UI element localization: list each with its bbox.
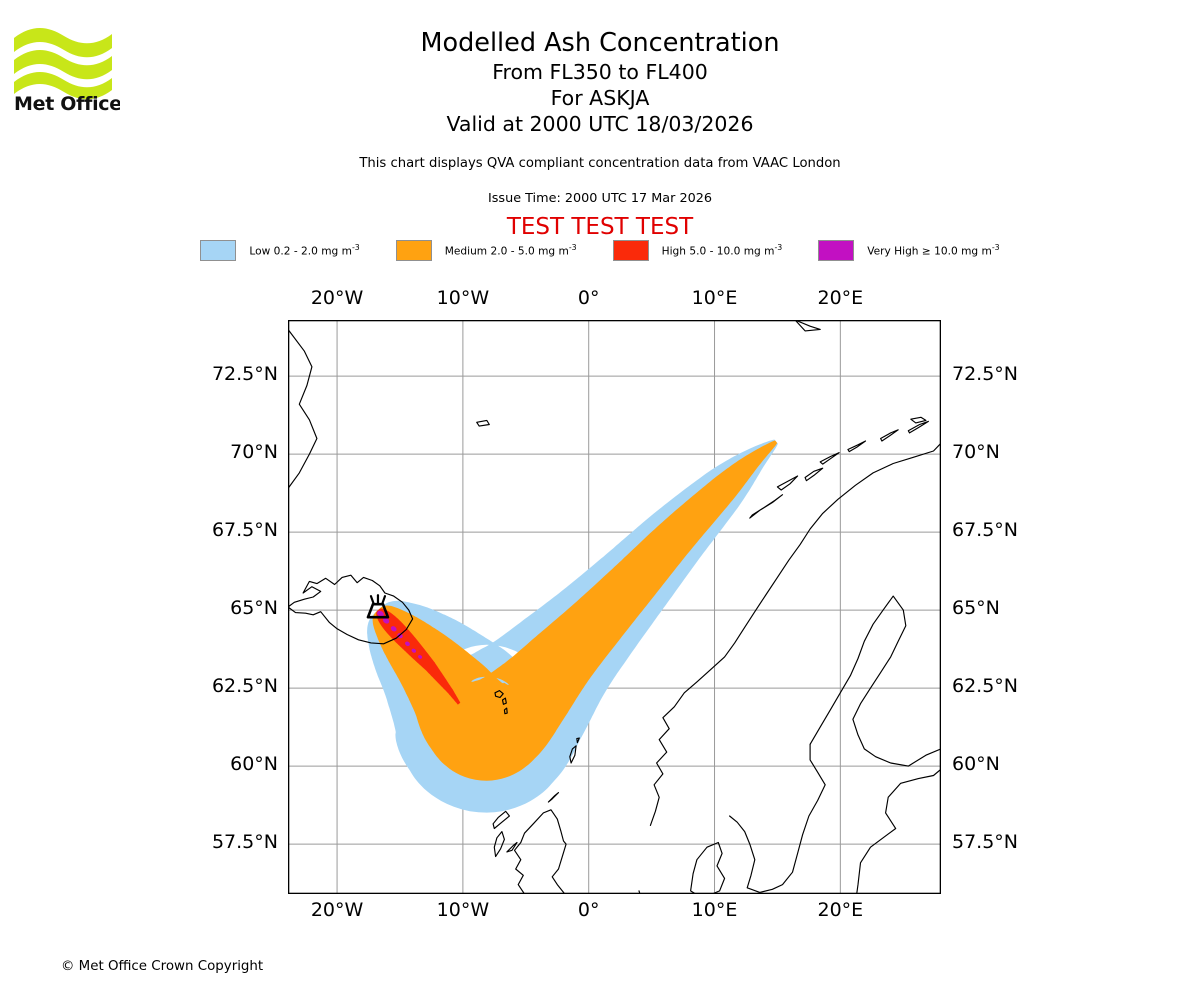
coastline-tromso-isl	[819, 452, 840, 465]
coastline-hebrides-2	[492, 810, 510, 830]
volcano-glyph-stroke	[381, 595, 387, 605]
plume-band-medium	[372, 440, 778, 781]
plume-band-very-high	[390, 626, 397, 632]
lon-tick-bottom-2: 0°	[577, 899, 600, 921]
coastline-greenland	[288, 328, 318, 490]
coastline-senja	[804, 467, 824, 482]
ash-concentration-map	[288, 320, 941, 894]
coastline-arctic-isl-2	[880, 429, 899, 442]
subtitle-volcano: For ASKJA	[550, 86, 650, 110]
lon-tick-bottom-0: 20°W	[310, 899, 364, 921]
plume-band-very-high	[377, 610, 384, 617]
coastline-faroe-3	[503, 707, 508, 715]
page-title: Modelled Ash Concentration	[420, 28, 780, 58]
legend-swatch-very-high	[818, 240, 855, 261]
lat-tick-right-4: 67.5°N	[952, 519, 1019, 542]
legend-swatch-high	[612, 240, 649, 261]
coastline-svalbard	[794, 320, 821, 332]
coastline-shetland-1	[569, 745, 577, 764]
volcano-marker-askja	[366, 594, 390, 619]
coastline-arctic-isl-1	[847, 440, 867, 453]
coastline-sweden-south	[729, 743, 826, 893]
lat-tick-left-3: 65°N	[230, 597, 278, 620]
legend-label-medium: Medium 2.0 - 5.0 mg m-3	[444, 243, 577, 258]
lon-tick-top-3: 10°E	[691, 287, 738, 309]
coastline-hebrides-1	[493, 831, 505, 858]
coastline-gulf-of-bothnia	[809, 595, 941, 767]
met-office-logo: Met Office	[12, 20, 120, 112]
coastline-nordkapp	[910, 416, 927, 424]
legend-item-very-high: Very High ≥ 10.0 mg m-3	[818, 240, 1000, 261]
map-frame	[288, 320, 941, 894]
issue-time: Issue Time: 2000 UTC 17 Mar 2026	[487, 191, 713, 206]
volcano-glyph-stroke	[369, 595, 375, 605]
lat-tick-left-0: 57.5°N	[211, 831, 278, 854]
coastline-faroe-2	[501, 697, 507, 705]
logo-artwork: Met Office	[14, 28, 120, 112]
coastline-denmark	[690, 841, 726, 894]
lat-tick-left-6: 72.5°N	[211, 363, 278, 386]
legend-item-medium: Medium 2.0 - 5.0 mg m-3	[395, 240, 577, 261]
legend-label-high: High 5.0 - 10.0 mg m-3	[661, 243, 783, 258]
coastline-shetland-2	[576, 737, 580, 744]
subtitle-valid-time: Valid at 2000 UTC 18/03/2026	[446, 112, 754, 136]
lat-tick-right-1: 60°N	[952, 753, 1000, 776]
plume-band-very-high	[405, 641, 410, 647]
volcano-glyph-stroke	[366, 602, 390, 619]
coastline-norway	[649, 442, 941, 826]
copyright-text: © Met Office Crown Copyright	[61, 959, 264, 974]
coastlines	[288, 320, 941, 894]
test-banner: TEST TEST TEST	[506, 214, 694, 240]
legend-swatch-medium	[395, 240, 432, 261]
lon-tick-bottom-4: 20°E	[817, 899, 864, 921]
legend-item-high: High 5.0 - 10.0 mg m-3	[612, 240, 783, 261]
lon-tick-top-0: 20°W	[310, 287, 364, 309]
logo-wordmark: Met Office	[14, 93, 120, 112]
lon-tick-bottom-3: 10°E	[691, 899, 738, 921]
lat-tick-left-4: 67.5°N	[211, 519, 278, 542]
lat-tick-right-0: 57.5°N	[952, 831, 1019, 854]
lat-tick-right-6: 72.5°N	[952, 363, 1019, 386]
lat-tick-left-5: 70°N	[230, 441, 278, 464]
legend-label-very-high: Very High ≥ 10.0 mg m-3	[867, 243, 1000, 258]
coastline-iceland	[288, 574, 414, 645]
lat-tick-left-1: 60°N	[230, 753, 278, 776]
subtitle-flight-levels: From FL350 to FL400	[492, 60, 708, 84]
coastline-faroe-1	[494, 690, 504, 699]
lon-tick-top-4: 20°E	[817, 287, 864, 309]
lat-tick-right-2: 62.5°N	[952, 675, 1019, 698]
plume-band-very-high	[382, 617, 390, 624]
coastline-lofoten-1	[749, 494, 784, 519]
concentration-legend: Low 0.2 - 2.0 mg m-3 Medium 2.0 - 5.0 mg…	[0, 240, 1200, 261]
legend-item-low: Low 0.2 - 2.0 mg m-3	[200, 240, 360, 261]
lat-tick-right-3: 65°N	[952, 597, 1000, 620]
coastline-skye	[506, 841, 518, 853]
coastline-jan-mayen	[476, 419, 490, 427]
legend-label-low: Low 0.2 - 2.0 mg m-3	[249, 243, 360, 258]
coastline-continent	[638, 768, 941, 894]
ash-plume	[367, 439, 778, 813]
logo-waves	[14, 28, 112, 100]
plume-band-very-high	[418, 655, 423, 659]
coastline-lofoten-2	[776, 475, 799, 491]
lon-tick-top-2: 0°	[577, 287, 600, 309]
lon-tick-bottom-1: 10°W	[436, 899, 490, 921]
coastline-orkney	[547, 792, 560, 803]
plume-band-very-high	[411, 648, 417, 653]
chart-note: This chart displays QVA compliant concen…	[359, 156, 841, 171]
coastline-great-britain	[513, 809, 567, 894]
lat-tick-right-5: 70°N	[952, 441, 1000, 464]
title-block: Modelled Ash Concentration From FL350 to…	[0, 28, 1200, 137]
lon-tick-top-1: 10°W	[436, 287, 490, 309]
map-panel	[288, 320, 941, 894]
legend-swatch-low	[200, 240, 237, 261]
lat-tick-left-2: 62.5°N	[211, 675, 278, 698]
coastline-arctic-isl-3	[907, 420, 929, 434]
